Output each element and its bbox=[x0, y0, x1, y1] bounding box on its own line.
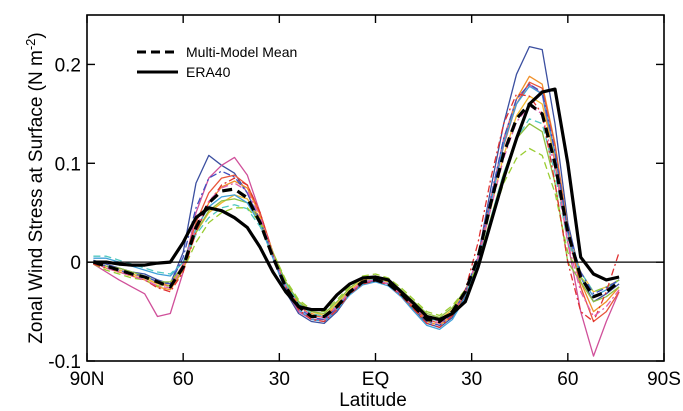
plot-frame bbox=[86, 14, 665, 362]
x-tick-label: 30 bbox=[461, 369, 482, 390]
y-axis-title: Zonal Wind Stress at Surface (N m-2) bbox=[23, 32, 47, 343]
x-tick-label: 30 bbox=[269, 369, 290, 390]
model-run-line-10 bbox=[93, 93, 620, 329]
series-line-era40 bbox=[93, 87, 620, 322]
model-run-line-12 bbox=[93, 105, 620, 325]
x-axis: 90N 60 30 EQ 30 60 90S bbox=[70, 15, 681, 390]
y-axis-title-superscript: -2 bbox=[23, 39, 38, 51]
x-tick-label: EQ bbox=[362, 369, 389, 390]
series-line-multi-model-mean bbox=[92, 102, 621, 324]
main-series-lines bbox=[92, 87, 621, 324]
legend: Multi-Model Mean ERA40 bbox=[137, 44, 297, 80]
x-tick-label: 90N bbox=[70, 369, 105, 390]
y-tick-label: 0.1 bbox=[55, 154, 81, 175]
x-axis-title: Latitude bbox=[339, 390, 407, 411]
legend-label-multi-model-mean: Multi-Model Mean bbox=[186, 44, 297, 60]
y-tick-label: -0.1 bbox=[48, 352, 81, 373]
model-run-line-2 bbox=[93, 83, 620, 357]
model-run-line-8 bbox=[93, 118, 620, 323]
y-tick-label: 0.2 bbox=[55, 55, 81, 76]
y-axis-title-close: ) bbox=[26, 32, 47, 38]
y-axis: -0.1 0 0.1 0.2 bbox=[48, 55, 664, 373]
legend-label-era40: ERA40 bbox=[186, 64, 231, 80]
x-tick-label: 60 bbox=[173, 369, 194, 390]
y-tick-label: 0 bbox=[70, 253, 81, 274]
y-axis-title-main: Zonal Wind Stress at Surface (N m bbox=[26, 50, 47, 344]
x-tick-label: 90S bbox=[647, 369, 681, 390]
x-tick-label: 60 bbox=[557, 369, 578, 390]
